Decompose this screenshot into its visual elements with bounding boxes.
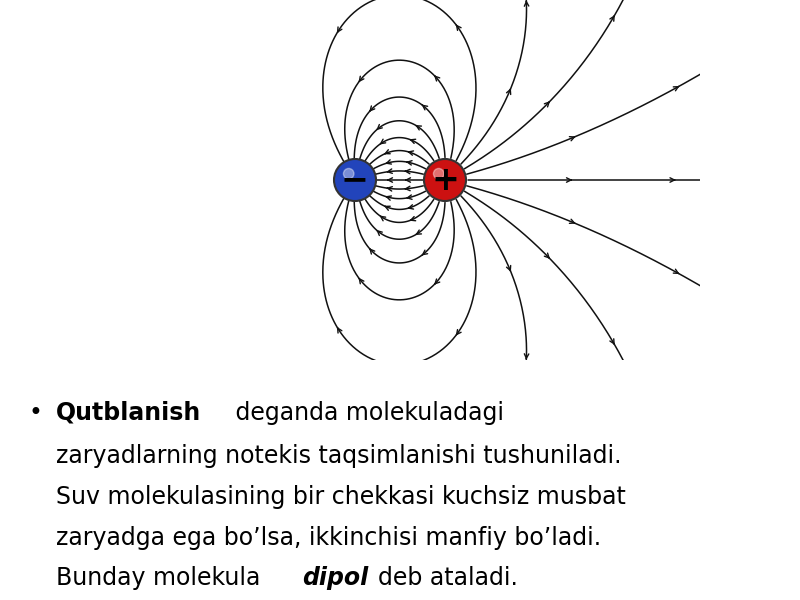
- Text: dipol: dipol: [302, 566, 369, 590]
- Text: Bunday molekula: Bunday molekula: [56, 566, 268, 590]
- Circle shape: [334, 159, 376, 201]
- Text: •: •: [28, 401, 42, 425]
- Text: zaryadlarning notekis taqsimlanishi tushuniladi.: zaryadlarning notekis taqsimlanishi tush…: [56, 444, 622, 468]
- Text: −: −: [341, 163, 369, 196]
- Text: Qutblanish: Qutblanish: [56, 401, 202, 425]
- Circle shape: [424, 159, 466, 201]
- Text: zaryadga ega bo’lsa, ikkinchisi manfiy bo’ladi.: zaryadga ega bo’lsa, ikkinchisi manfiy b…: [56, 526, 601, 550]
- Text: +: +: [431, 163, 459, 196]
- Circle shape: [343, 169, 354, 179]
- Text: deb ataladi.: deb ataladi.: [363, 566, 518, 590]
- Text: Suv molekulasining bir chekkasi kuchsiz musbat: Suv molekulasining bir chekkasi kuchsiz …: [56, 485, 626, 509]
- Text: deganda molekuladagi: deganda molekuladagi: [228, 401, 504, 425]
- Circle shape: [434, 169, 444, 179]
